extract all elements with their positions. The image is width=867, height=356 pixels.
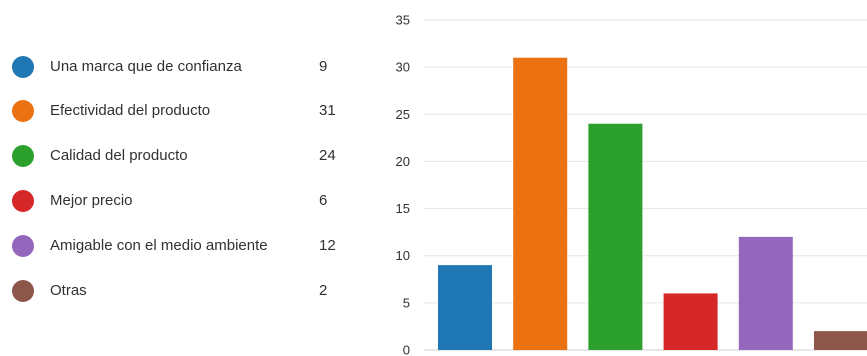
legend-color-dot [12, 100, 34, 122]
bar[interactable] [814, 331, 867, 350]
chart-legend: Una marca que de confianza 9 Efectividad… [0, 0, 360, 356]
legend-count: 12 [319, 237, 336, 254]
legend-label: Una marca que de confianza [50, 58, 242, 75]
y-axis-ticks: 0 5 10 15 20 25 30 35 [396, 13, 410, 356]
legend-count: 2 [319, 282, 328, 299]
legend-color-dot [12, 56, 34, 78]
y-tick-label: 0 [403, 343, 410, 356]
legend-item[interactable]: Mejor precio 6 [12, 189, 352, 213]
legend-count: 6 [319, 192, 328, 209]
legend-label: Efectividad del producto [50, 102, 211, 119]
y-tick-label: 15 [396, 201, 410, 216]
legend-label: Otras [50, 282, 87, 299]
bar[interactable] [438, 265, 492, 350]
bar[interactable] [663, 293, 718, 350]
legend-color-dot [12, 235, 34, 257]
legend-item[interactable]: Otras 2 [12, 279, 352, 303]
legend-item[interactable]: Calidad del producto 24 [12, 144, 352, 168]
legend-item[interactable]: Amigable con el medio ambiente 12 [12, 234, 352, 258]
legend-label: Amigable con el medio ambiente [50, 237, 268, 254]
legend-color-dot [12, 280, 34, 302]
legend-color-dot [12, 190, 34, 212]
bars [438, 57, 867, 350]
y-tick-label: 25 [396, 107, 410, 122]
legend-count: 9 [319, 58, 328, 75]
legend-count: 31 [319, 102, 336, 119]
y-tick-label: 35 [396, 13, 410, 28]
y-tick-label: 20 [396, 154, 410, 169]
legend-color-dot [12, 145, 34, 167]
legend-item[interactable]: Una marca que de confianza 9 [12, 55, 352, 79]
gridlines [424, 19, 867, 351]
y-tick-label: 30 [396, 60, 410, 75]
bar[interactable] [513, 57, 568, 350]
y-tick-label: 10 [396, 248, 410, 263]
y-tick-label: 5 [403, 295, 410, 310]
bar[interactable] [588, 123, 643, 350]
legend-count: 24 [319, 147, 336, 164]
legend-label: Calidad del producto [50, 147, 188, 164]
bar[interactable] [738, 236, 793, 350]
legend-label: Mejor precio [50, 192, 133, 209]
legend-item[interactable]: Efectividad del producto 31 [12, 99, 352, 123]
